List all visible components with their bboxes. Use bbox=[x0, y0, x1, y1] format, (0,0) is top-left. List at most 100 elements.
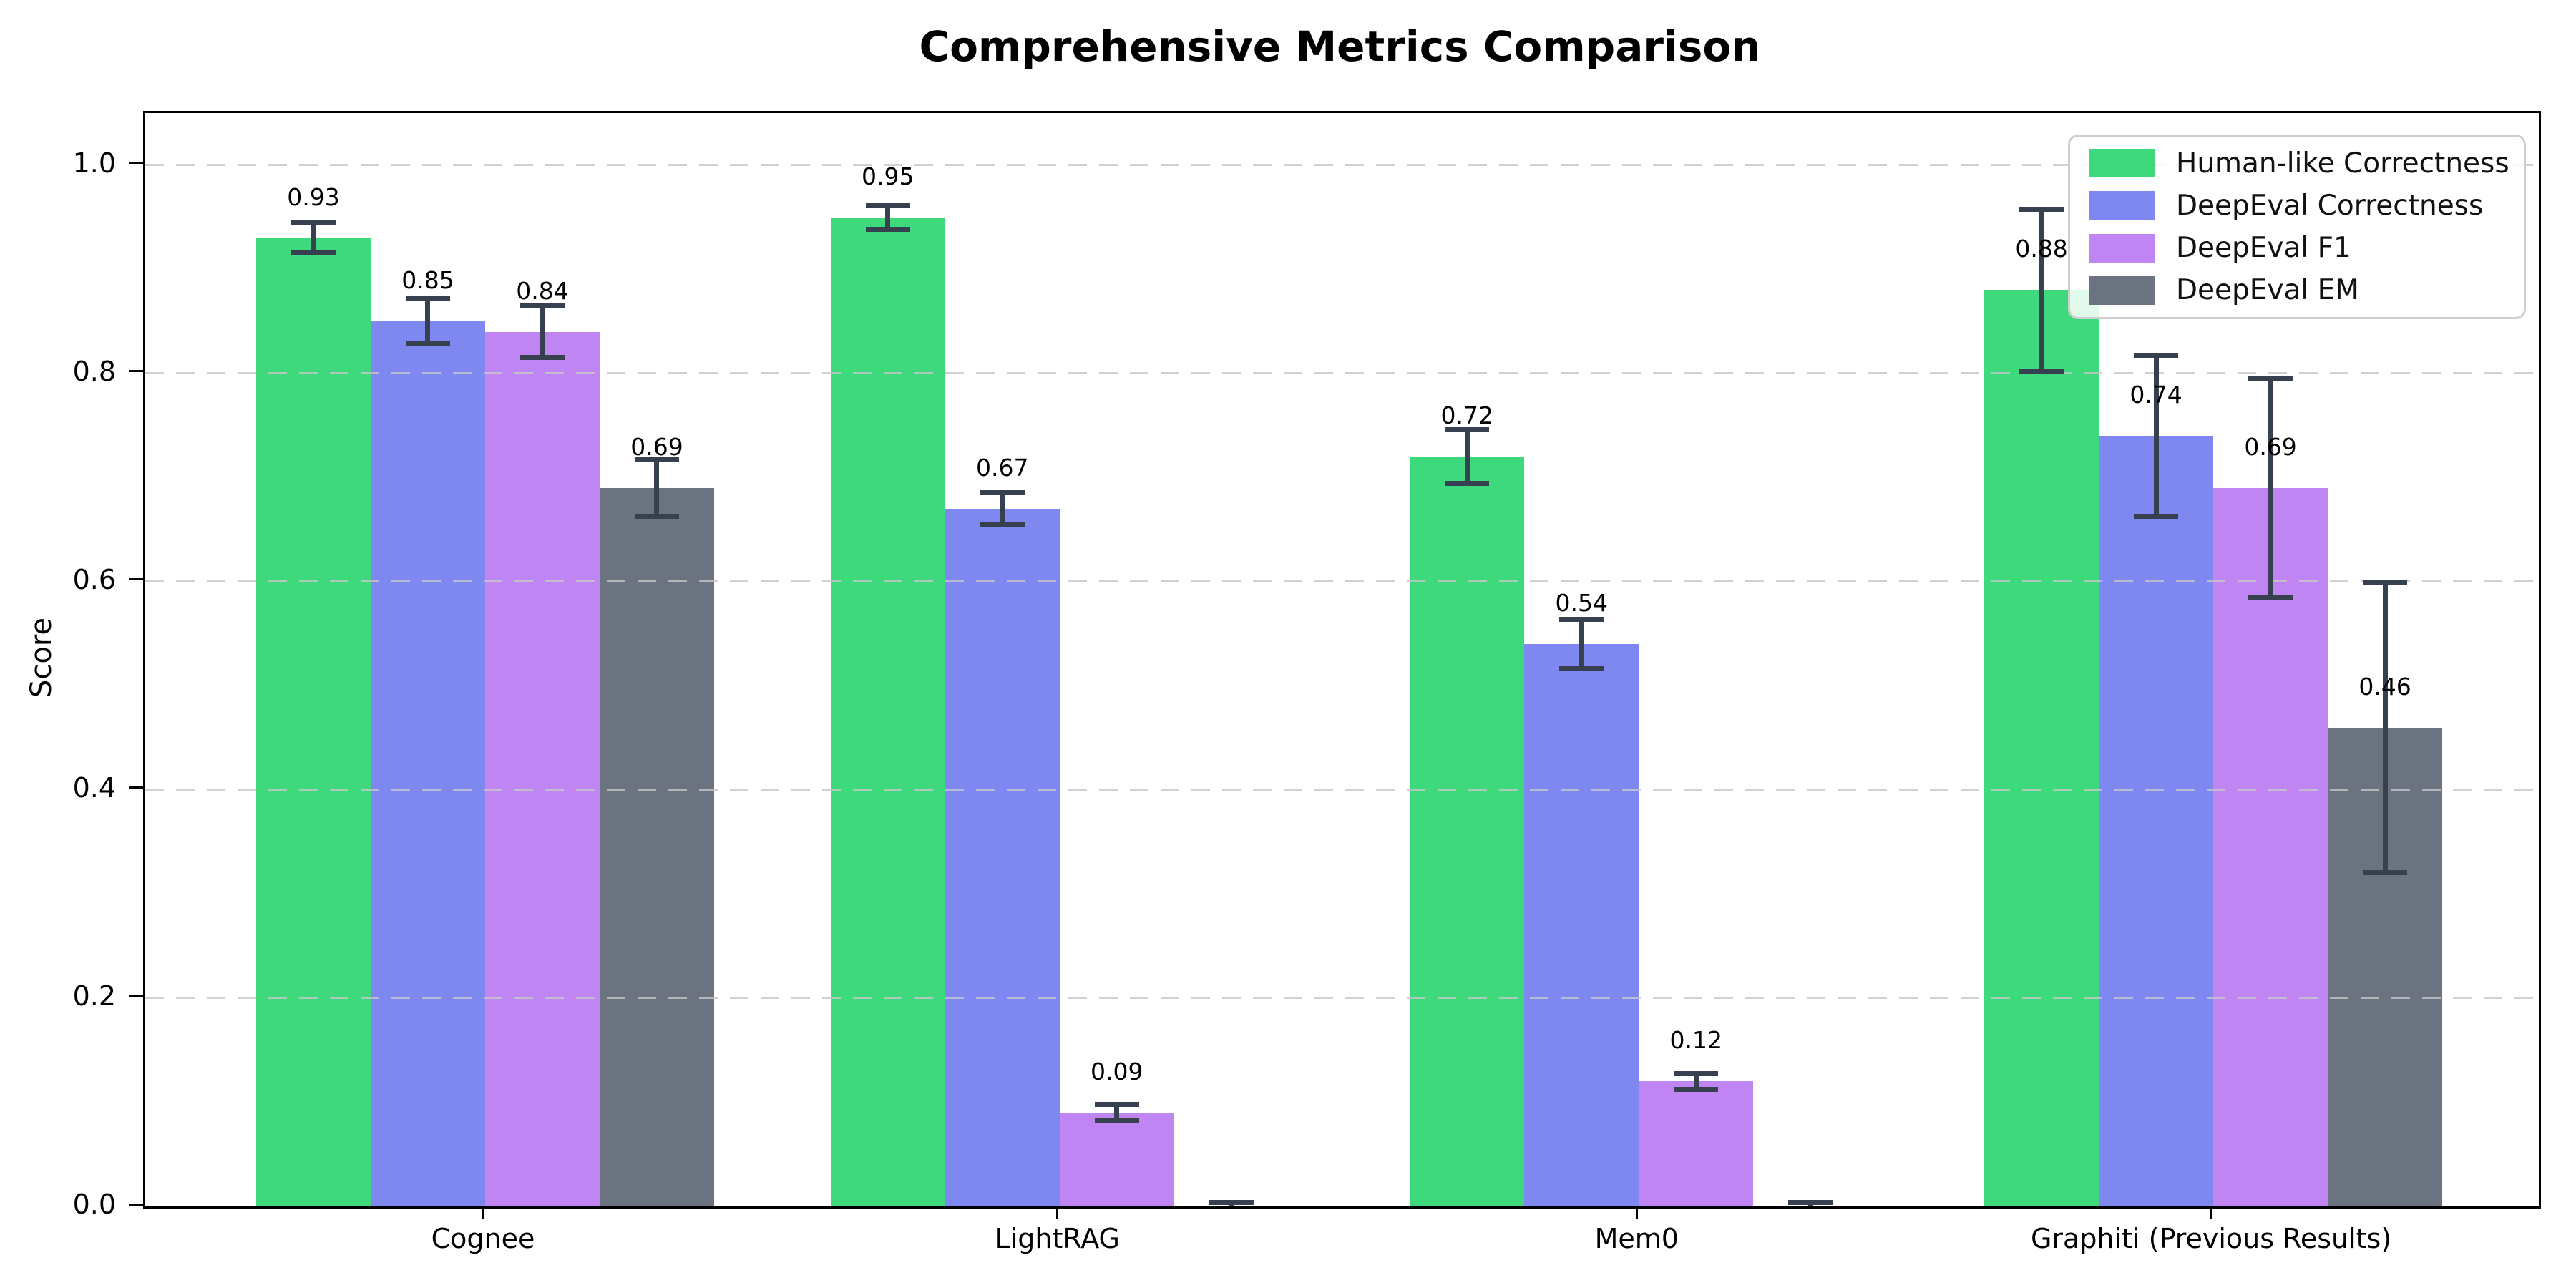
legend-label: DeepEval F1 bbox=[2176, 232, 2351, 265]
y-tick-mark bbox=[129, 578, 143, 581]
error-bar-cap-bottom bbox=[1559, 666, 1604, 672]
error-bar-cap-bottom bbox=[2019, 368, 2064, 374]
error-bar-cap-bottom bbox=[634, 514, 679, 519]
bar-human-like-correctness-2 bbox=[830, 217, 945, 1206]
chart-title: Comprehensive Metrics Comparison bbox=[919, 22, 1761, 71]
bar-value-label: 0.69 bbox=[2244, 432, 2297, 461]
error-bar bbox=[2039, 208, 2044, 371]
gridline-y-0.2 bbox=[145, 997, 2539, 1000]
legend-item-1: Human-like Correctness bbox=[2070, 143, 2524, 183]
y-tick-mark bbox=[129, 995, 143, 997]
bar-deepeval-correctness-2 bbox=[945, 508, 1060, 1206]
error-bar bbox=[1579, 619, 1584, 670]
bar-deepeval-correctness-1 bbox=[370, 321, 485, 1206]
y-tick-mark bbox=[129, 370, 143, 373]
y-tick-mark bbox=[129, 1203, 143, 1206]
error-bar bbox=[2268, 379, 2273, 597]
x-tick-label-4: Graphiti (Previous Results) bbox=[2030, 1223, 2392, 1254]
gridline-y-0.8 bbox=[145, 372, 2539, 375]
error-bar-cap-top bbox=[1788, 1200, 1833, 1206]
error-bar-cap-bottom bbox=[865, 226, 910, 232]
bar-deepeval-correctness-3 bbox=[1524, 644, 1639, 1206]
error-bar-cap-bottom bbox=[2363, 870, 2408, 876]
error-bar-cap-top bbox=[1094, 1102, 1139, 1108]
legend-item-3: DeepEval F1 bbox=[2070, 228, 2524, 268]
legend: Human-like Correctness DeepEval Correctne… bbox=[2068, 135, 2526, 319]
error-bar bbox=[425, 298, 431, 345]
error-bar-cap-top bbox=[1559, 617, 1604, 623]
legend-swatch bbox=[2089, 275, 2155, 305]
error-bar-cap-bottom bbox=[1674, 1087, 1719, 1092]
error-bar bbox=[2382, 581, 2388, 874]
error-bar bbox=[1000, 492, 1005, 526]
bar-deepeval-correctness-4 bbox=[2099, 436, 2214, 1206]
error-bar-cap-bottom bbox=[2134, 514, 2179, 519]
error-bar-cap-top bbox=[1445, 427, 1490, 433]
bar-deepeval-f1-2 bbox=[1059, 1113, 1174, 1206]
bar-value-label: 0.74 bbox=[2129, 381, 2182, 409]
x-tick-label-3: Mem0 bbox=[1594, 1223, 1679, 1254]
error-bar bbox=[1693, 1073, 1699, 1090]
y-tick-label: 0.4 bbox=[72, 771, 116, 804]
y-tick-label: 0.0 bbox=[72, 1189, 116, 1220]
bar-value-label: 0.85 bbox=[401, 266, 454, 295]
y-tick-label: 0.2 bbox=[72, 980, 116, 1012]
x-tick-label-1: Cognee bbox=[431, 1223, 535, 1254]
error-bar bbox=[540, 306, 545, 358]
legend-item-4: DeepEval EM bbox=[2070, 270, 2524, 311]
bar-value-label: 0.88 bbox=[2015, 235, 2068, 263]
bar-value-label: 0.93 bbox=[287, 182, 340, 211]
bar-human-like-correctness-1 bbox=[255, 238, 371, 1206]
y-tick-label: 0.8 bbox=[72, 355, 116, 387]
bar-deepeval-f1-4 bbox=[2213, 487, 2328, 1206]
bar-value-label: 0.84 bbox=[516, 276, 569, 305]
error-bar-cap-bottom bbox=[405, 341, 450, 347]
y-tick-mark bbox=[129, 162, 143, 165]
bar-deepeval-f1-1 bbox=[484, 331, 600, 1206]
error-bar-cap-top bbox=[519, 303, 565, 309]
error-bar-cap-top bbox=[1209, 1200, 1254, 1206]
error-bar-cap-bottom bbox=[519, 354, 565, 360]
error-bar-cap-top bbox=[634, 457, 679, 462]
error-bar bbox=[311, 222, 316, 254]
bar-deepeval-em-1 bbox=[599, 487, 714, 1206]
gridline-y-1.0 bbox=[145, 164, 2539, 167]
bar-deepeval-f1-3 bbox=[1639, 1081, 1754, 1206]
error-bar-cap-top bbox=[291, 220, 336, 225]
error-bar-cap-bottom bbox=[2248, 594, 2293, 600]
error-bar-cap-top bbox=[980, 489, 1025, 495]
bar-value-label: 0.54 bbox=[1555, 589, 1608, 618]
error-bar-cap-top bbox=[2363, 579, 2408, 585]
legend-swatch bbox=[2089, 149, 2155, 178]
bar-value-label: 0.46 bbox=[2358, 672, 2411, 701]
bar-value-label: 0.67 bbox=[976, 453, 1029, 482]
y-tick-label: 0.6 bbox=[72, 563, 116, 595]
x-tick-mark bbox=[1635, 1206, 1638, 1219]
bar-human-like-correctness-3 bbox=[1410, 457, 1525, 1206]
gridline-y-0.4 bbox=[145, 789, 2539, 791]
error-bar-cap-bottom bbox=[980, 522, 1025, 528]
x-tick-mark bbox=[2210, 1206, 2212, 1219]
y-axis-label: Score bbox=[25, 617, 58, 698]
error-bar-cap-bottom bbox=[1445, 481, 1490, 487]
legend-swatch bbox=[2089, 233, 2155, 263]
x-tick-mark bbox=[1056, 1206, 1059, 1219]
error-bar-cap-top bbox=[2248, 376, 2293, 382]
legend-label: Human-like Correctness bbox=[2176, 147, 2509, 180]
bar-value-label: 0.09 bbox=[1091, 1058, 1143, 1086]
legend-label: DeepEval Correctness bbox=[2176, 189, 2484, 222]
error-bar-cap-top bbox=[405, 296, 450, 302]
error-bar bbox=[2153, 354, 2159, 517]
error-bar bbox=[885, 205, 891, 230]
y-tick-mark bbox=[129, 786, 143, 789]
bar-value-label: 0.95 bbox=[862, 162, 914, 190]
error-bar bbox=[1114, 1104, 1120, 1121]
error-bar-cap-bottom bbox=[1094, 1118, 1139, 1123]
error-bar-cap-bottom bbox=[291, 250, 336, 256]
legend-swatch bbox=[2089, 191, 2155, 220]
gridline-y-0.6 bbox=[145, 580, 2539, 583]
x-tick-mark bbox=[482, 1206, 484, 1219]
bar-value-label: 0.72 bbox=[1440, 401, 1493, 430]
y-tick-label: 1.0 bbox=[72, 147, 116, 179]
